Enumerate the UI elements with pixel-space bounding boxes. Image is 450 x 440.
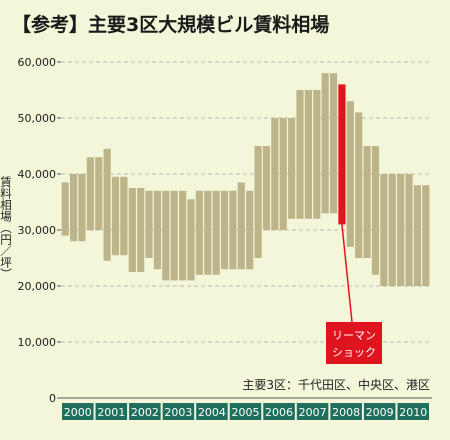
bar-42 [413,185,422,286]
bar-5 [103,148,111,261]
bar-9 [137,188,145,272]
year-box-2008 [330,403,362,420]
year-label-2008: 2008 [332,406,360,419]
districts-note: 主要3区：千代田区、中央区、港区 [242,377,430,392]
bar-1 [69,174,78,242]
bar-19 [220,190,229,270]
year-box-2004 [196,403,228,420]
bar-6 [111,176,120,256]
bar-29 [304,90,312,219]
bar-41 [405,174,413,286]
year-label-2005: 2005 [232,406,260,419]
lehman-callout: リーマン ショック [326,224,382,364]
bar-20 [229,190,237,270]
bar-16 [195,190,203,275]
year-box-2009 [363,403,396,420]
year-box-2005 [229,403,262,420]
bar-36 [363,146,371,258]
bar-14 [179,190,187,281]
y-tick-label-0: 0 [49,392,56,405]
bar-13 [170,190,178,281]
bar-43 [422,185,430,286]
bar-10 [145,190,153,258]
year-box-2007 [296,403,329,420]
y-axis-ticks: 0 10,000 20,000 30,000 40,000 50,000 60,000 [18,56,61,405]
year-box-2002 [129,403,161,420]
y-axis-label: 賃料相場（円／坪） [0,175,13,279]
year-box-2001 [95,403,128,420]
bar-40 [397,174,405,286]
chart-title: 【参考】主要3区大規模ビル賃料相場 [12,13,329,36]
year-label-2000: 2000 [64,406,92,419]
year-label-2001: 2001 [97,406,125,419]
callout-text-line1: リーマン [332,329,376,342]
bar-25 [271,118,279,230]
year-label-2007: 2007 [299,406,327,419]
year-label-2010: 2010 [399,406,427,419]
y-tick-label-50000: 50,000 [18,112,57,125]
y-tick-label-20000: 20,000 [18,280,57,293]
bar-32 [329,73,338,214]
bar-27 [288,118,296,219]
bar-21 [237,182,245,270]
bar-24 [262,146,271,230]
callout-box [326,322,382,364]
bar-35 [355,112,363,259]
y-tick-label-60000: 60,000 [18,56,57,69]
bar-30 [313,90,321,219]
bar-17 [204,190,212,275]
bar-8 [128,188,136,272]
bars [61,73,430,286]
year-box-2010 [397,403,429,420]
y-tick-label-10000: 10,000 [18,336,57,349]
year-box-2000 [62,403,94,420]
year-label-2003: 2003 [164,406,192,419]
bar-37 [371,146,380,275]
bar-34 [346,101,354,247]
bar-12 [162,190,170,281]
bar-15 [187,199,195,281]
year-label-2002: 2002 [131,406,159,419]
year-label-2006: 2006 [265,406,293,419]
bar-2 [78,174,86,242]
callout-text-line2: ショック [332,346,376,359]
bar-28 [296,90,304,219]
bar-11 [153,190,162,270]
bar-22 [246,190,254,270]
year-box-2003 [162,403,195,420]
bar-26 [279,118,287,230]
callout-pointer [341,224,353,323]
year-label-2004: 2004 [198,406,226,419]
year-label-2009: 2009 [366,406,394,419]
bar-0 [61,182,69,236]
bar-4 [95,157,103,230]
bar-7 [120,176,128,256]
year-labels: 2000 2001 2002 2003 2004 2005 2006 2007 2008 2009… [62,403,429,420]
bar-18 [212,190,220,275]
bar-31 [321,73,329,214]
y-tick-label-40000: 40,000 [18,168,57,181]
bar-3 [86,157,94,230]
bar-highlight [338,84,346,225]
bar-38 [380,174,388,286]
bar-23 [254,146,262,258]
bar-39 [388,174,396,286]
year-box-2006 [263,403,295,420]
y-tick-label-30000: 30,000 [18,224,57,237]
